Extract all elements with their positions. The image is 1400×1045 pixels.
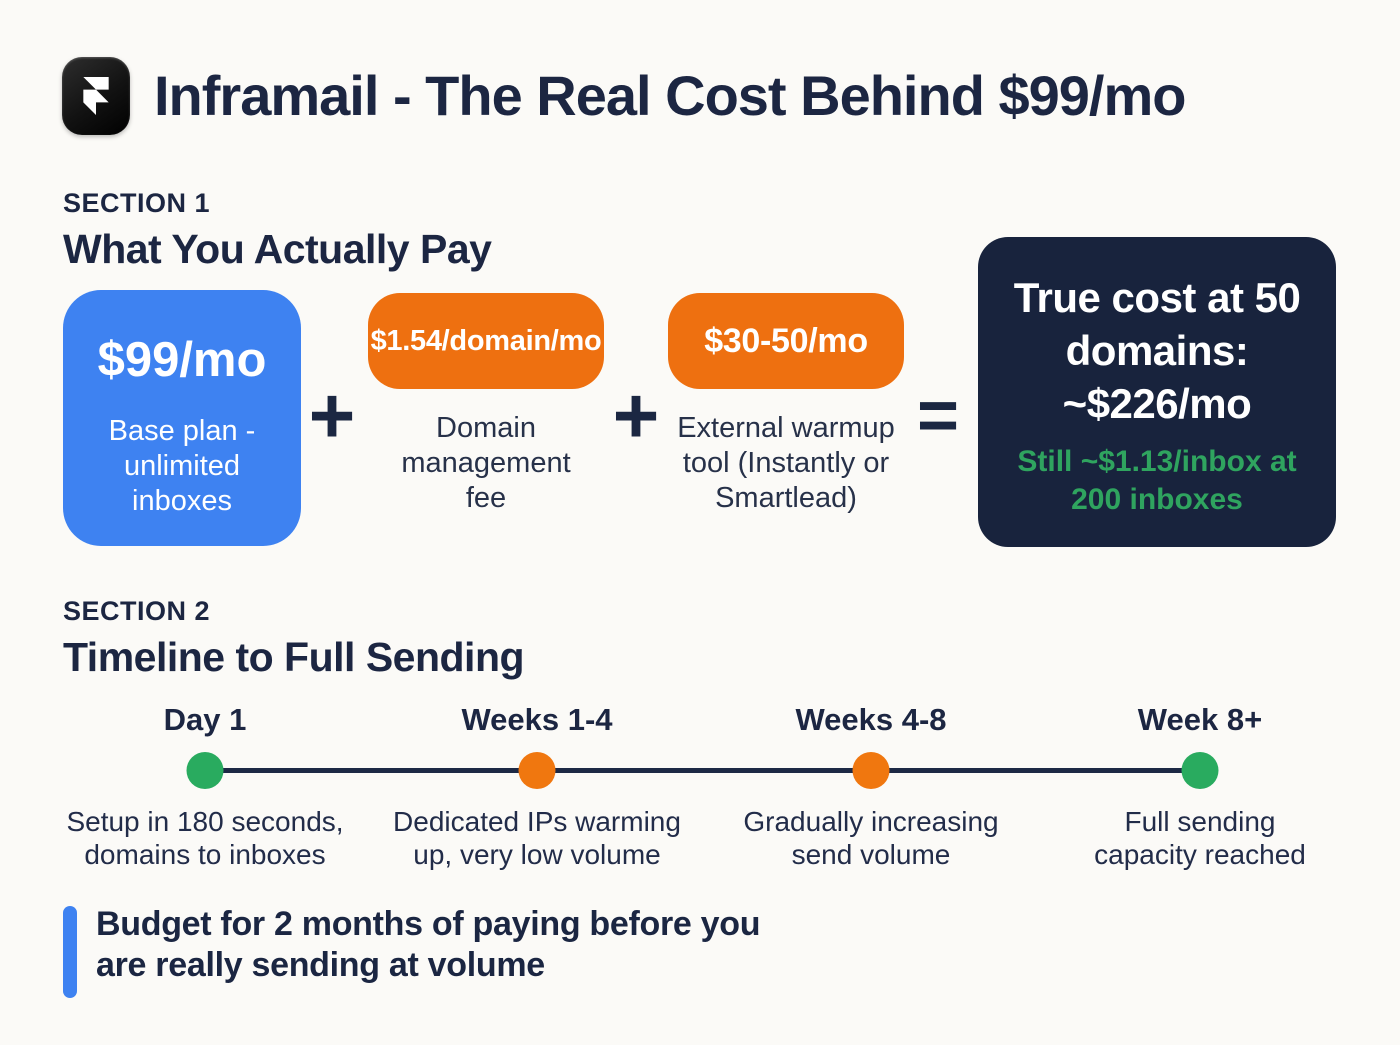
milestone-dot-orange xyxy=(852,752,890,789)
warmup-tool-label: External warmup tool (Instantly or Smart… xyxy=(677,412,895,514)
milestone-label-day-1: Day 1 xyxy=(163,702,247,737)
cost-item-warmup-tool: $30-50/mo External warmup tool (Instantl… xyxy=(668,293,904,516)
milestone-dot-green xyxy=(1181,752,1219,789)
base-plan-label: Base plan - unlimited inboxes xyxy=(108,415,256,517)
milestone-dot-orange xyxy=(518,752,556,789)
true-cost-value: ~$226/mo xyxy=(1062,380,1252,427)
plus-operator: + xyxy=(308,371,356,460)
milestone-label-weeks-1-4: Weeks 1-4 xyxy=(461,702,613,737)
milestone-description: Dedicated IPs warming up, very low volum… xyxy=(393,806,681,870)
section1-kicker: SECTION 1 xyxy=(63,188,211,218)
milestone-description: Gradually increasing send volume xyxy=(743,806,999,870)
timeline-line xyxy=(205,768,1202,773)
milestone-description: Setup in 180 seconds, domains to inboxes xyxy=(66,806,344,870)
true-cost-note: Still ~$1.13/inbox at 200 inboxes xyxy=(1017,445,1297,516)
section2-kicker: SECTION 2 xyxy=(63,596,211,626)
milestone-label-weeks-4-8: Weeks 4-8 xyxy=(795,702,947,737)
callout-accent-bar xyxy=(63,906,77,998)
section2-title: Timeline to Full Sending xyxy=(63,634,525,680)
warmup-tool-price-pill: $30-50/mo xyxy=(668,293,904,389)
cost-card-base-plan: $99/mo Base plan - unlimited inboxes xyxy=(63,290,301,546)
inframail-logo-icon xyxy=(62,57,130,135)
equals-operator: = xyxy=(916,376,960,456)
true-cost-card: True cost at 50 domains: ~$226/mo Still … xyxy=(978,237,1336,547)
domain-fee-label: Domain management fee xyxy=(401,412,571,514)
milestone-label-week-8-plus: Week 8+ xyxy=(1137,702,1263,737)
page-title: Inframail - The Real Cost Behind $99/mo xyxy=(154,64,1186,127)
milestone-description: Full sending capacity reached xyxy=(1094,806,1306,870)
base-plan-price: $99/mo xyxy=(97,333,267,387)
plus-operator: + xyxy=(612,371,660,460)
cost-item-domain-fee: $1.54/domain/mo Domain management fee xyxy=(368,293,604,516)
domain-fee-price-pill: $1.54/domain/mo xyxy=(368,293,604,389)
callout-text: Budget for 2 months of paying before you… xyxy=(96,905,761,984)
milestone-dot-green xyxy=(186,752,224,789)
true-cost-title: True cost at 50 domains: xyxy=(1013,274,1301,374)
header: Inframail - The Real Cost Behind $99/mo xyxy=(62,56,1186,136)
section1-title: What You Actually Pay xyxy=(63,226,492,272)
